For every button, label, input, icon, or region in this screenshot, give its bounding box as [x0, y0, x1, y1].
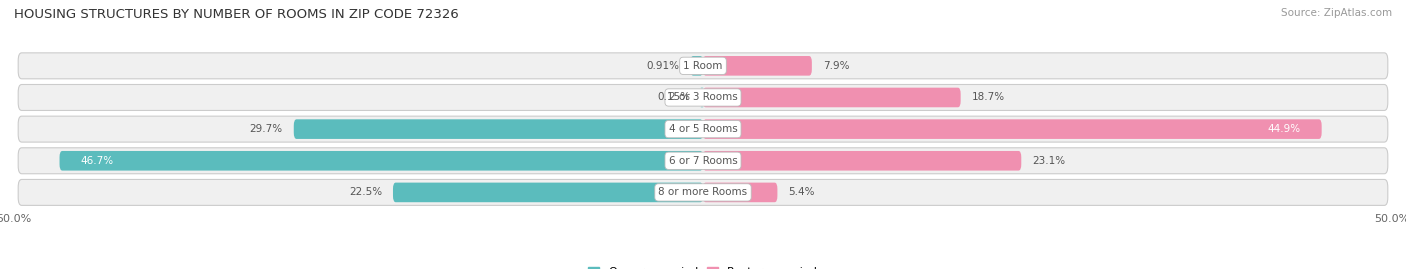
- FancyBboxPatch shape: [703, 119, 1322, 139]
- Text: 23.1%: 23.1%: [1032, 156, 1066, 166]
- Text: 46.7%: 46.7%: [80, 156, 114, 166]
- FancyBboxPatch shape: [18, 116, 1388, 142]
- FancyBboxPatch shape: [690, 56, 703, 76]
- FancyBboxPatch shape: [700, 88, 703, 107]
- FancyBboxPatch shape: [18, 53, 1388, 79]
- Text: 1 Room: 1 Room: [683, 61, 723, 71]
- FancyBboxPatch shape: [703, 151, 1021, 171]
- FancyBboxPatch shape: [392, 183, 703, 202]
- FancyBboxPatch shape: [703, 88, 960, 107]
- Text: 44.9%: 44.9%: [1268, 124, 1301, 134]
- Text: 7.9%: 7.9%: [823, 61, 849, 71]
- Text: Source: ZipAtlas.com: Source: ZipAtlas.com: [1281, 8, 1392, 18]
- Text: 5.4%: 5.4%: [789, 187, 815, 197]
- FancyBboxPatch shape: [59, 151, 703, 171]
- Text: 22.5%: 22.5%: [349, 187, 382, 197]
- Text: 4 or 5 Rooms: 4 or 5 Rooms: [669, 124, 737, 134]
- FancyBboxPatch shape: [18, 84, 1388, 111]
- Text: 2 or 3 Rooms: 2 or 3 Rooms: [669, 93, 737, 102]
- Legend: Owner-occupied, Renter-occupied: Owner-occupied, Renter-occupied: [588, 267, 818, 269]
- Text: 8 or more Rooms: 8 or more Rooms: [658, 187, 748, 197]
- FancyBboxPatch shape: [703, 183, 778, 202]
- Text: 6 or 7 Rooms: 6 or 7 Rooms: [669, 156, 737, 166]
- Text: 18.7%: 18.7%: [972, 93, 1005, 102]
- FancyBboxPatch shape: [18, 148, 1388, 174]
- Text: 0.15%: 0.15%: [657, 93, 690, 102]
- Text: HOUSING STRUCTURES BY NUMBER OF ROOMS IN ZIP CODE 72326: HOUSING STRUCTURES BY NUMBER OF ROOMS IN…: [14, 8, 458, 21]
- Text: 29.7%: 29.7%: [250, 124, 283, 134]
- FancyBboxPatch shape: [703, 56, 811, 76]
- FancyBboxPatch shape: [18, 179, 1388, 206]
- Text: 0.91%: 0.91%: [647, 61, 679, 71]
- FancyBboxPatch shape: [294, 119, 703, 139]
